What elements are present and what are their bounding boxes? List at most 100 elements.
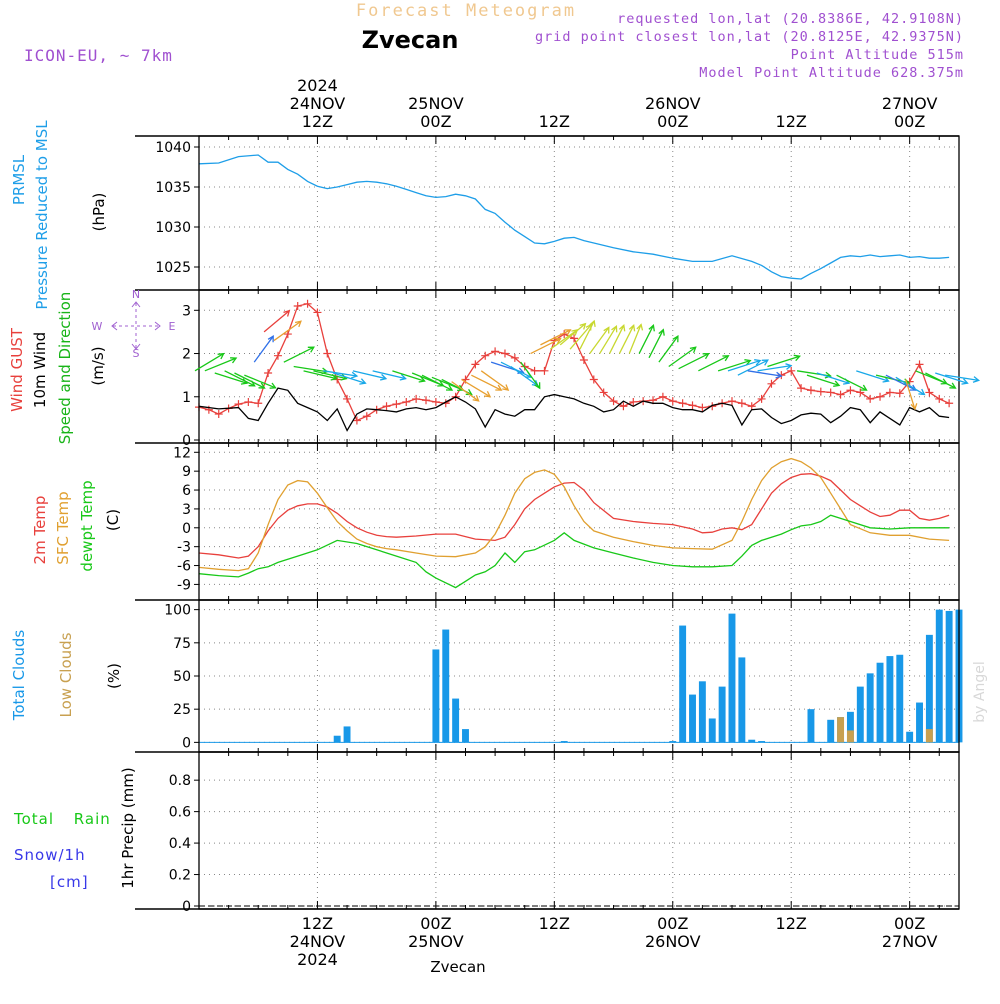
wind-dir-label: Speed and Direction: [56, 292, 74, 445]
wind-arrowhead: [564, 329, 572, 336]
wind-arrowhead: [283, 309, 291, 317]
wind-arrow: [589, 327, 610, 354]
gust-marker: [767, 379, 776, 388]
time-label-top: 00Z: [657, 112, 688, 131]
gust-marker: [678, 399, 687, 408]
footer-station: Zvecan: [430, 958, 485, 976]
wind-arrow: [885, 374, 917, 391]
ytick-label: 0: [182, 433, 191, 449]
gust-marker: [856, 388, 865, 397]
gust-marker: [214, 410, 223, 419]
ytick-label: 3: [182, 303, 191, 319]
bar-total-clouds: [462, 729, 469, 743]
gust-marker: [530, 366, 539, 375]
time-label-bottom: 00Z: [420, 914, 451, 933]
wind-vectors: [194, 309, 981, 411]
gust-marker: [471, 360, 480, 369]
wind-arrow: [303, 370, 337, 380]
wind-arrowhead: [350, 371, 359, 379]
wind-arrowhead: [502, 384, 510, 391]
gust-marker: [323, 349, 332, 358]
wind-arrowhead: [972, 376, 981, 383]
compass-s: S: [133, 347, 140, 360]
wind-arrow: [836, 374, 867, 391]
gust-marker: [737, 399, 746, 408]
compass-e: E: [169, 320, 176, 333]
celsius-unit-label: (C): [104, 509, 122, 531]
ytick-label: -6: [177, 559, 191, 575]
gust-marker: [392, 400, 401, 409]
gust-marker: [234, 400, 243, 409]
gust-marker: [500, 349, 509, 358]
panel-wind: 0 1 2 3: [135, 289, 960, 449]
bar-total-clouds: [916, 702, 923, 743]
gust-marker: [915, 360, 924, 369]
wind-arrow: [461, 378, 491, 398]
wind-arrowhead: [445, 384, 454, 391]
wind-arrow: [925, 372, 956, 389]
wind-arrow: [214, 372, 248, 384]
t2m-label: 2m Temp: [31, 496, 49, 565]
wind-arrowhead: [554, 337, 562, 345]
point-altitude: Point Altitude 515m: [791, 47, 964, 63]
bar-total-clouds: [866, 673, 874, 743]
gust-marker: [343, 394, 352, 403]
bar-total-clouds: [925, 634, 933, 743]
gust-marker: [935, 394, 944, 403]
gust-marker: [747, 402, 756, 411]
wind-arrowhead: [307, 346, 315, 353]
low-clouds-label: Low Clouds: [57, 632, 75, 717]
bar-total-clouds: [906, 731, 914, 743]
wind-arrowhead: [689, 346, 697, 354]
compass-cross-icon: [113, 303, 159, 348]
wind-arrowhead: [918, 388, 926, 396]
wind-arrow: [579, 320, 595, 350]
series-prmsl: [198, 154, 950, 280]
ytick-label: 3: [182, 502, 191, 518]
wind-arrow: [678, 353, 709, 370]
bar-total-clouds: [669, 741, 677, 743]
wind-arrowhead: [579, 322, 587, 330]
sfc-temp-label: SFC Temp: [54, 491, 72, 564]
series-dewpt-temp: [198, 514, 950, 589]
ytick-label: 2: [182, 347, 191, 363]
gust-marker: [619, 402, 628, 411]
bar-low-clouds: [837, 717, 845, 743]
wind-arrow: [698, 355, 729, 372]
gust-marker: [895, 389, 904, 398]
bar-total-clouds: [886, 656, 894, 743]
model-label: ICON-EU, ~ 7km: [24, 46, 173, 65]
wind-arrowhead: [495, 384, 503, 391]
ytick-label: 6: [182, 483, 191, 499]
wind-arrowhead: [217, 352, 225, 360]
gust-marker: [629, 397, 638, 406]
wind-arrow: [451, 381, 479, 402]
time-label-top: 12Z: [539, 112, 570, 131]
wind-arrowhead: [702, 353, 710, 360]
wind-arrowhead: [603, 326, 610, 334]
gust-marker: [787, 366, 796, 375]
wind-arrow: [618, 325, 635, 354]
wind-arrowhead: [618, 324, 626, 332]
wind-arrow: [648, 329, 664, 359]
ytick-label: 0: [182, 521, 191, 537]
wind-arrow: [856, 370, 889, 382]
wind-arrowhead: [785, 363, 793, 370]
wind-arrow: [224, 370, 255, 387]
gust-marker: [609, 397, 618, 406]
wind-arrowhead: [961, 378, 969, 385]
time-label-top: 12Z: [302, 112, 333, 131]
wind-arrowhead: [824, 371, 832, 379]
gust-marker: [412, 394, 421, 403]
ytick-label: 1: [182, 390, 191, 406]
series-wind-gust: [198, 303, 950, 422]
ytick-label: -3: [177, 540, 191, 556]
series-2m-temp: [198, 473, 950, 559]
gust-marker: [273, 351, 282, 360]
wind-arrow: [757, 364, 792, 372]
wind-arrow: [421, 374, 453, 391]
bar-total-clouds: [708, 718, 716, 743]
bar-total-clouds: [333, 735, 341, 743]
ytick-label: 0.6: [169, 805, 191, 821]
